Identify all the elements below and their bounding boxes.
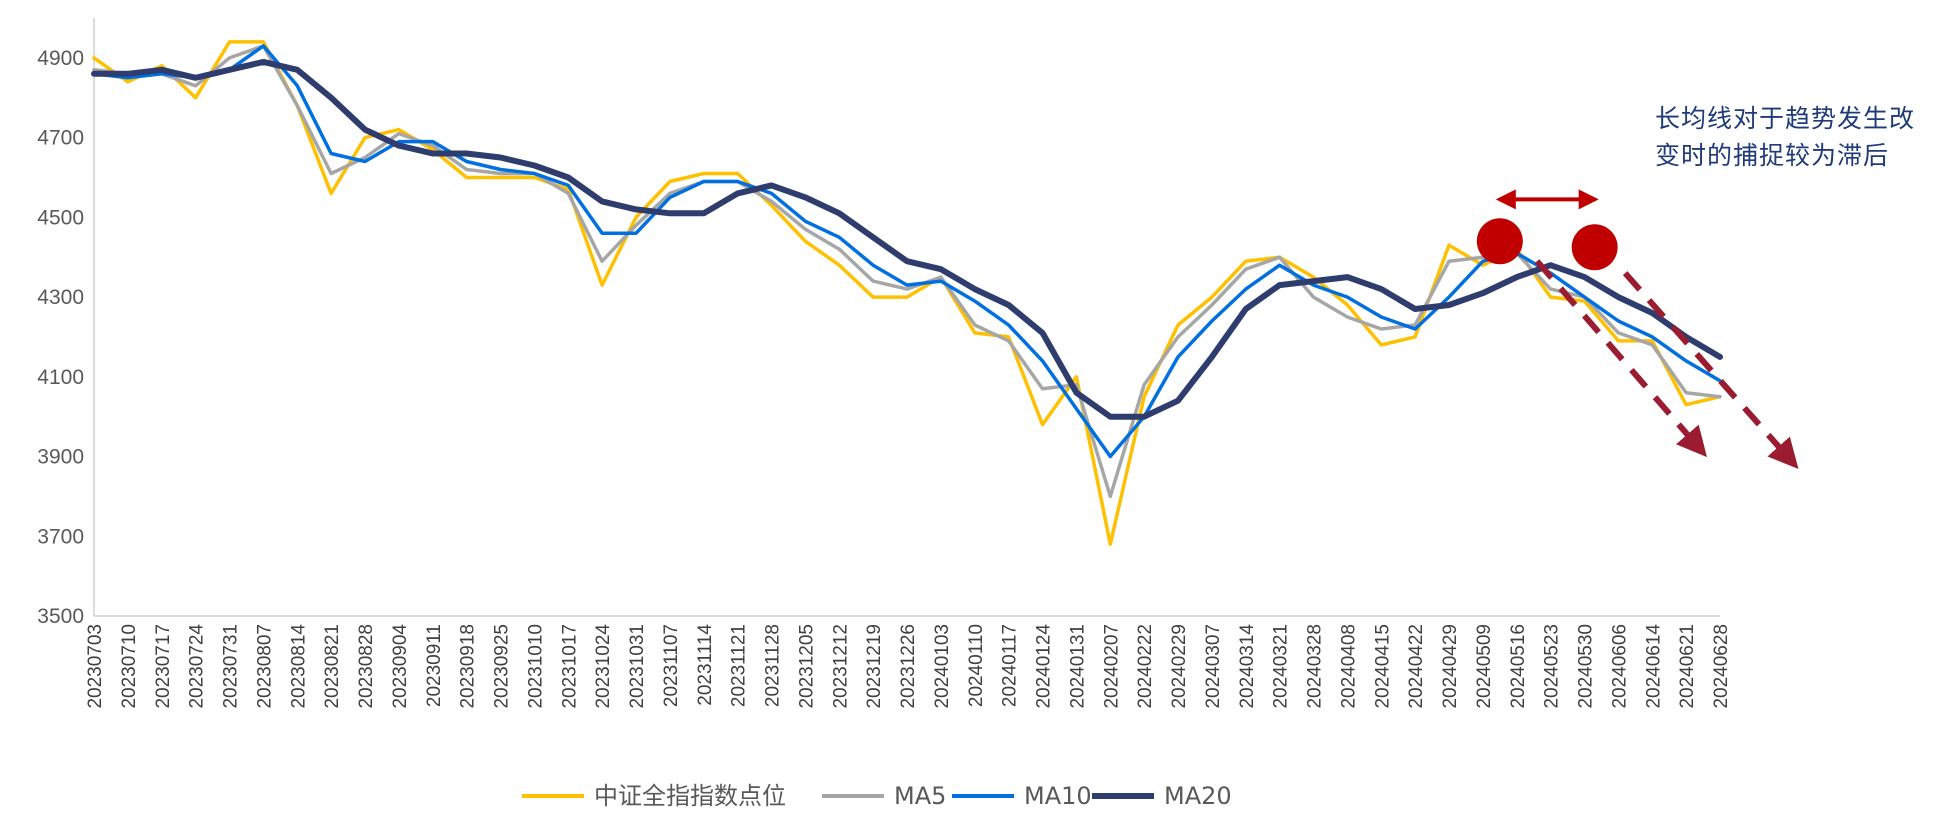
y-tick-label: 3700: [37, 525, 84, 548]
legend-label: MA5: [894, 782, 946, 810]
x-tick-label: 20240124: [1034, 624, 1055, 709]
legend: 中证全指指数点位 MA5 MA10 MA20: [522, 782, 1232, 810]
x-tick-label: 20240530: [1576, 624, 1597, 709]
legend-label: 中证全指指数点位: [594, 782, 786, 810]
legend-label: MA20: [1164, 782, 1232, 810]
x-tick-label: 20230807: [254, 624, 275, 709]
x-tick-label: 20240314: [1237, 624, 1258, 709]
x-tick-label: 20230828: [356, 624, 377, 709]
y-axis: 3500 3700 3900 4100 4300 4500 4700 4900: [37, 18, 95, 628]
x-tick-label: 20240117: [1000, 624, 1021, 707]
x-tick-label: 20230925: [492, 624, 513, 709]
y-tick-label: 3500: [37, 605, 84, 628]
legend-item: MA5: [822, 782, 946, 810]
series-line-index: [92, 40, 1722, 546]
x-tick-label: 20240229: [1169, 624, 1190, 709]
x-tick-label: 20240110: [966, 624, 987, 707]
x-tick-label: 20231219: [864, 624, 885, 709]
series-line-ma10: [92, 44, 1722, 459]
x-tick-label: 20240408: [1338, 624, 1359, 709]
legend-label: MA10: [1024, 782, 1092, 810]
x-tick-label: 20231121: [729, 624, 750, 707]
x-tick-label: 20240606: [1609, 624, 1630, 709]
x-tick-label: 20240415: [1372, 624, 1393, 709]
x-tick-label: 20230821: [322, 624, 343, 709]
legend-item: 中证全指指数点位: [522, 782, 786, 810]
y-tick-label: 3900: [37, 446, 84, 469]
y-tick-label: 4500: [37, 206, 84, 229]
series-line-ma20: [91, 58, 1723, 420]
x-tick-label: 20240207: [1101, 624, 1122, 709]
x-tick-label: 20231031: [627, 624, 648, 709]
dashed-arrow: [1622, 271, 1799, 469]
x-tick-label: 20231205: [796, 624, 817, 709]
x-tick-label: 20240516: [1508, 624, 1529, 709]
x-tick-label: 20230911: [424, 624, 445, 707]
y-tick-label: 4700: [37, 127, 84, 150]
highlight-circle: [1571, 224, 1618, 271]
x-tick-label: 20240131: [1067, 624, 1088, 709]
dashed-arrow: [1534, 259, 1707, 458]
x-tick-label: 20231226: [898, 624, 919, 709]
x-tick-label: 20240103: [932, 624, 953, 709]
x-tick-label: 20240429: [1440, 624, 1461, 709]
x-tick-label: 20230710: [119, 624, 140, 709]
annotation-text: 长均线对于趋势发生改变时的捕捉较为滞后: [1655, 104, 1916, 170]
y-tick-label: 4100: [37, 366, 84, 389]
x-tick-label: 20231114: [695, 624, 716, 706]
x-tick-label: 20231024: [593, 624, 614, 709]
x-tick-label: 20230814: [288, 624, 309, 709]
x-tick-label: 20240422: [1406, 624, 1427, 709]
x-tick-label: 20230904: [390, 624, 411, 709]
x-tick-label: 20240628: [1711, 624, 1732, 709]
x-tick-label: 20240509: [1474, 624, 1495, 709]
x-tick-label: 20231128: [763, 624, 784, 707]
markers-layer: [1476, 189, 1799, 469]
x-tick-label: 20231107: [661, 624, 682, 707]
series-layer: [91, 40, 1723, 546]
x-tick-label: 20240621: [1677, 624, 1698, 709]
x-axis: 20230703 20230710 20230717 20230724 20230731…: [85, 615, 1732, 709]
x-tick-label: 20240321: [1271, 624, 1292, 709]
legend-item: MA20: [1092, 782, 1232, 810]
x-tick-label: 20240307: [1203, 624, 1224, 709]
x-tick-label: 20240523: [1542, 624, 1563, 709]
x-tick-label: 20230731: [221, 624, 242, 709]
y-tick-label: 4300: [37, 286, 84, 309]
x-tick-label: 20230918: [458, 624, 479, 709]
x-tick-label: 20230703: [85, 624, 106, 709]
highlight-circle: [1476, 218, 1523, 265]
series-line-ma5: [92, 44, 1722, 499]
x-tick-label: 20230724: [187, 624, 208, 709]
y-tick-label: 4900: [37, 47, 84, 70]
x-tick-label: 20231017: [559, 624, 580, 709]
x-tick-label: 20240614: [1643, 624, 1664, 709]
x-tick-label: 20240328: [1305, 624, 1326, 709]
x-tick-label: 20230717: [153, 624, 174, 709]
x-tick-label: 20240222: [1135, 624, 1156, 709]
legend-item: MA10: [952, 782, 1092, 810]
x-tick-label: 20231010: [525, 624, 546, 709]
x-tick-label: 20231212: [830, 624, 851, 709]
